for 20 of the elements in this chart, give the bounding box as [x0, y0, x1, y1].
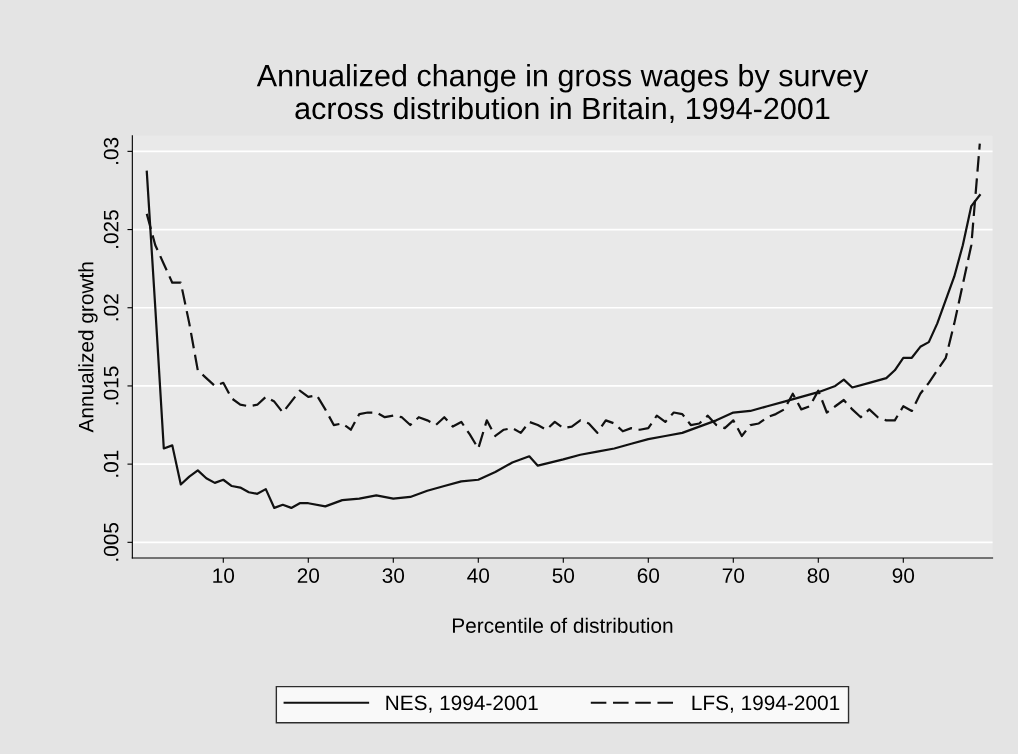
x-tick-label: 10	[213, 568, 235, 583]
x-tick-label: 90	[892, 568, 915, 583]
x-tick-label: 30	[382, 568, 405, 583]
legend-label: LFS, 1994-2001	[692, 695, 840, 713]
x-axis-title: Percentile of distribution	[452, 617, 673, 633]
y-axis-title: Annualized growth	[78, 262, 98, 433]
y-tick-label: .005	[103, 522, 119, 561]
y-tick-label: .025	[103, 210, 119, 248]
y-tick-label: .015	[103, 366, 119, 405]
x-tick-label: 70	[722, 568, 745, 583]
y-tick-label: .01	[103, 450, 119, 477]
y-tick-label: .03	[103, 137, 119, 164]
y-tick-label: .02	[103, 294, 119, 321]
chart-title: Annualized change in gross wages by survey across distribution in Britain, 1994-2001	[256, 64, 869, 123]
x-tick-label: 40	[467, 568, 490, 583]
x-tick-label: 60	[637, 568, 660, 583]
x-tick-label: 80	[807, 568, 830, 583]
legend-label: NES, 1994-2001	[386, 695, 538, 713]
x-tick-label: 20	[297, 568, 320, 583]
x-tick-label: 50	[552, 568, 575, 583]
